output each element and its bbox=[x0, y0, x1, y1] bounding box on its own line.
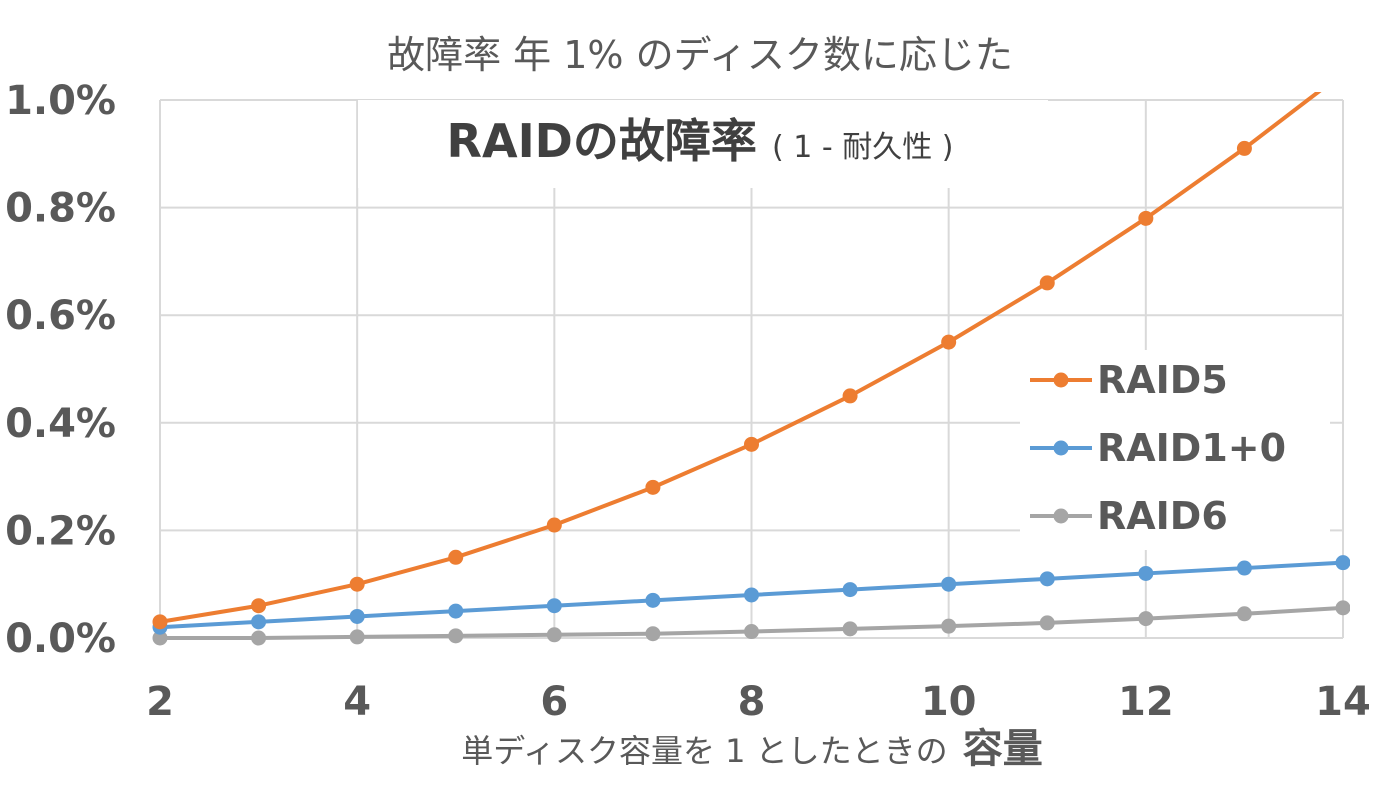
data-point-raid6 bbox=[842, 621, 858, 637]
legend-marker-raid1-0 bbox=[1053, 440, 1069, 456]
legend: RAID5 RAID1+0 RAID6 bbox=[1030, 358, 1286, 538]
legend-label-raid6: RAID6 bbox=[1097, 494, 1228, 538]
data-point-raid1-0 bbox=[1236, 560, 1252, 576]
data-point-raid6 bbox=[546, 627, 562, 643]
chart-title-main: RAIDの故障率 bbox=[447, 114, 757, 168]
data-point-raid6 bbox=[645, 626, 661, 642]
data-point-raid1-0 bbox=[448, 603, 464, 619]
y-tick-label: 0.4% bbox=[5, 401, 116, 447]
x-tick-label: 10 bbox=[921, 679, 977, 725]
data-point-raid6 bbox=[251, 630, 267, 646]
data-point-raid6 bbox=[349, 629, 365, 645]
data-point-raid6 bbox=[1138, 611, 1154, 627]
data-point-raid5 bbox=[1138, 210, 1154, 226]
series-group bbox=[152, 66, 1351, 646]
data-point-raid5 bbox=[251, 598, 267, 614]
y-tick-label: 0.8% bbox=[5, 186, 116, 232]
chart-title: RAIDの故障率 ( 1 - 耐久性 ) bbox=[447, 114, 954, 168]
data-point-raid6 bbox=[1236, 606, 1252, 622]
data-point-raid5 bbox=[744, 436, 759, 452]
data-point-raid5 bbox=[941, 334, 957, 350]
data-point-raid6 bbox=[1039, 615, 1055, 631]
chart-title-suffix: ( 1 - 耐久性 ) bbox=[772, 130, 953, 165]
data-point-raid1-0 bbox=[251, 614, 267, 630]
data-point-raid6 bbox=[448, 628, 464, 644]
data-point-raid6 bbox=[1335, 600, 1350, 616]
y-axis-ticks: 0.0% 0.2% 0.4% 0.6% 0.8% 1.0% bbox=[5, 78, 116, 662]
x-axis-ticks: 2 4 6 8 10 12 14 bbox=[146, 679, 1371, 725]
data-point-raid1-0 bbox=[349, 608, 365, 624]
x-axis-label-prefix: 単ディスク容量を 1 としたときの bbox=[461, 732, 947, 770]
y-tick-label: 0.6% bbox=[5, 293, 116, 339]
data-point-raid6 bbox=[941, 618, 957, 634]
legend-label-raid5: RAID5 bbox=[1097, 358, 1228, 402]
x-tick-label: 12 bbox=[1118, 679, 1174, 725]
legend-marker-raid5 bbox=[1053, 372, 1069, 388]
x-tick-label: 2 bbox=[146, 679, 174, 725]
x-axis-label-main: 容量 bbox=[963, 726, 1043, 772]
x-tick-label: 14 bbox=[1315, 679, 1371, 725]
data-point-raid6 bbox=[744, 624, 759, 640]
data-point-raid1-0 bbox=[1138, 565, 1154, 581]
chart-subtitle: 故障率 年 1% のディスク数に応じた bbox=[387, 33, 1013, 77]
data-point-raid5 bbox=[645, 479, 661, 495]
data-point-raid1-0 bbox=[842, 582, 858, 598]
data-point-raid1-0 bbox=[645, 592, 661, 608]
data-point-raid1-0 bbox=[941, 576, 957, 592]
data-point-raid5 bbox=[349, 576, 365, 592]
legend-marker-raid6 bbox=[1053, 508, 1069, 524]
x-tick-label: 4 bbox=[343, 679, 371, 725]
y-tick-label: 0.0% bbox=[5, 616, 116, 662]
y-tick-label: 0.2% bbox=[5, 508, 116, 554]
y-tick-label: 1.0% bbox=[5, 78, 116, 124]
data-point-raid5 bbox=[1336, 66, 1351, 81]
legend-label-raid1-0: RAID1+0 bbox=[1097, 426, 1286, 470]
data-point-raid5 bbox=[152, 614, 168, 630]
x-axis-label: 単ディスク容量を 1 としたときの 容量 bbox=[461, 726, 1043, 772]
data-point-raid1-0 bbox=[1039, 571, 1055, 587]
data-point-raid5 bbox=[1236, 140, 1252, 156]
data-point-raid5 bbox=[546, 517, 562, 533]
data-point-raid5 bbox=[448, 549, 464, 565]
title-box bbox=[358, 100, 1048, 188]
data-point-raid1-0 bbox=[1335, 555, 1350, 571]
data-point-raid1-0 bbox=[546, 598, 562, 614]
data-point-raid1-0 bbox=[744, 587, 759, 603]
x-tick-label: 6 bbox=[540, 679, 568, 725]
data-point-raid6 bbox=[152, 630, 168, 646]
data-point-raid5 bbox=[842, 388, 858, 404]
x-tick-label: 8 bbox=[738, 679, 766, 725]
data-point-raid5 bbox=[1039, 275, 1055, 291]
